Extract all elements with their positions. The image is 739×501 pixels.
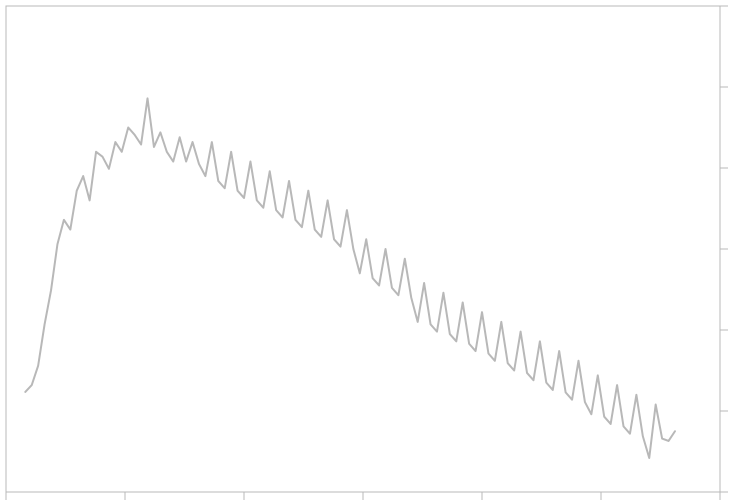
chart-svg bbox=[0, 0, 739, 501]
line-chart bbox=[0, 0, 739, 501]
